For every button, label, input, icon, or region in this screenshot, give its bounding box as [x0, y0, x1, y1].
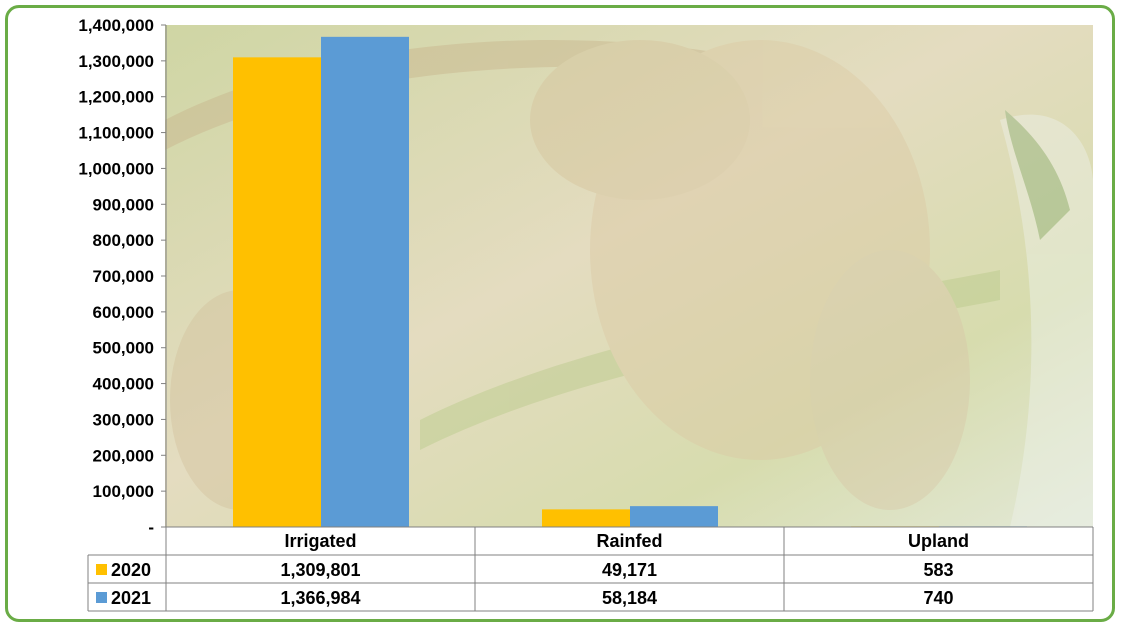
y-tick-label: - [148, 518, 154, 537]
category-label: Rainfed [596, 531, 662, 551]
category-label: Upland [908, 531, 969, 551]
bar-2020-rainfed [542, 509, 630, 527]
bar-2021-rainfed [630, 506, 718, 527]
y-axis: - 100,000 200,000 300,000 400,000 500,000 600,… [78, 16, 167, 537]
y-tick-label: 500,000 [93, 339, 154, 358]
category-label: Irrigated [284, 531, 356, 551]
data-label: 583 [923, 560, 953, 580]
y-tick-label: 1,300,000 [78, 52, 154, 71]
y-tick-label: 400,000 [93, 375, 154, 394]
data-label: 1,309,801 [280, 560, 360, 580]
data-label: 58,184 [602, 588, 657, 608]
legend-swatch-2021 [96, 592, 107, 603]
y-tick-label: 1,000,000 [78, 159, 154, 178]
y-tick-label: 600,000 [93, 303, 154, 322]
y-tick-label: 1,100,000 [78, 124, 154, 143]
y-tick-label: 1,400,000 [78, 16, 154, 35]
y-tick-label: 100,000 [93, 482, 154, 501]
y-tick-label: 1,200,000 [78, 88, 154, 107]
bar-2020-irrigated [233, 57, 321, 528]
bars [233, 36, 1027, 528]
y-tick-label: 200,000 [93, 446, 154, 465]
data-label: 49,171 [602, 560, 657, 580]
legend-label-2021: 2021 [111, 588, 151, 608]
legend-swatch-2020 [96, 564, 107, 575]
y-tick-label: 300,000 [93, 410, 154, 429]
data-label: 740 [923, 588, 953, 608]
legend-label-2020: 2020 [111, 560, 151, 580]
data-label: 1,366,984 [280, 588, 360, 608]
y-tick-label: 800,000 [93, 231, 154, 250]
bar-2021-irrigated [321, 36, 409, 527]
y-tick-label: 700,000 [93, 267, 154, 286]
y-tick-label: 900,000 [93, 195, 154, 214]
data-table: Irrigated Rainfed Upland 2020 1,309,801 49,17… [87, 526, 1094, 612]
